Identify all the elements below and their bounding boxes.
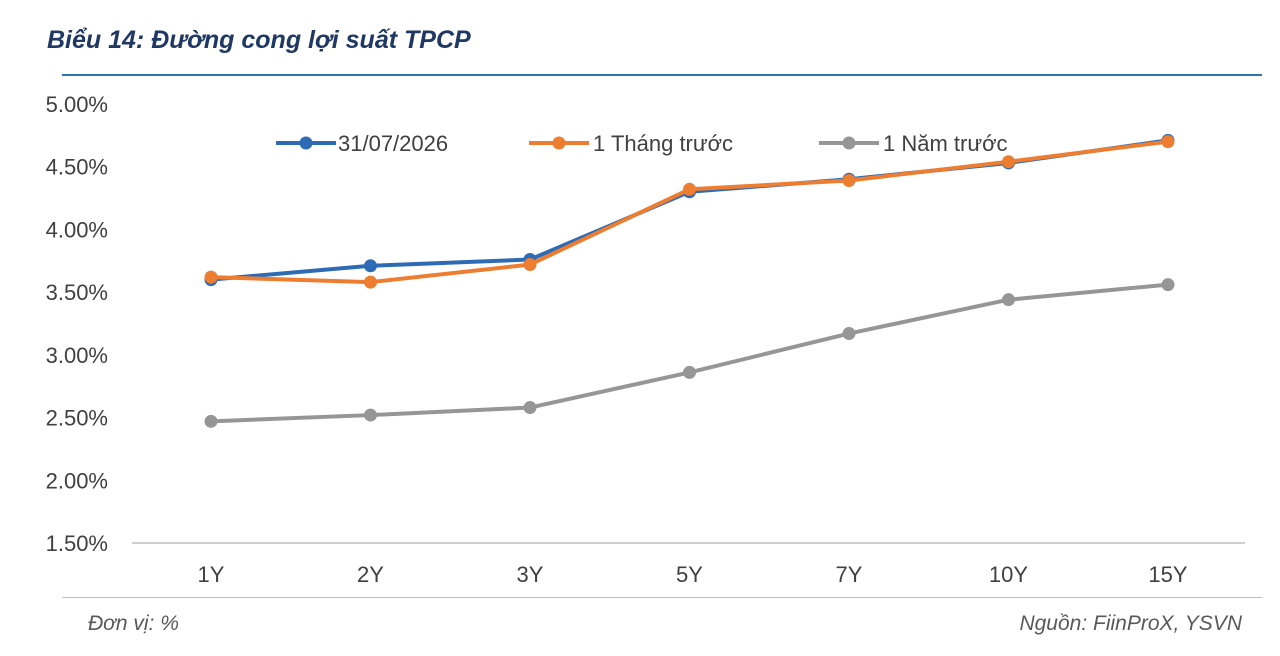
data-point — [523, 258, 537, 272]
series-1 — [204, 135, 1175, 289]
data-point — [842, 327, 856, 341]
chart-title: Biểu 14: Đường cong lợi suất TPCP — [47, 26, 471, 54]
title-divider — [62, 74, 1262, 76]
series-2 — [204, 278, 1175, 428]
data-point — [683, 365, 696, 379]
data-point — [1002, 293, 1015, 307]
y-tick-label: 4.50% — [46, 155, 108, 180]
legend-label: 31/07/2026 — [338, 131, 448, 156]
x-tick-label: 10Y — [989, 562, 1028, 587]
source-note: Nguồn: FiinProX, YSVN — [1019, 612, 1242, 635]
series-line — [209, 282, 1170, 424]
x-axis: 1Y 2Y 3Y 5Y 7Y 10Y 15Y — [198, 562, 1188, 587]
x-tick-label: 1Y — [198, 562, 225, 587]
data-point — [204, 414, 218, 428]
data-point — [683, 182, 696, 196]
data-point — [842, 174, 856, 188]
data-point — [523, 401, 537, 415]
y-tick-label: 2.50% — [46, 406, 108, 431]
legend-label: 1 Năm trước — [883, 131, 1008, 156]
y-tick-label: 3.50% — [46, 280, 108, 305]
y-axis: 1.50% 2.00% 2.50% 3.00% 3.50% 4.00% 4.50% 5.00% — [46, 92, 108, 556]
series-layer — [204, 133, 1175, 428]
legend-swatch-marker — [842, 136, 856, 150]
data-point — [1161, 135, 1175, 149]
x-tick-label: 3Y — [517, 562, 544, 587]
legend: 31/07/2026 1 Tháng trước 1 Năm trước — [276, 131, 1008, 156]
x-tick-label: 2Y — [357, 562, 384, 587]
data-point — [204, 270, 218, 284]
unit-note: Đơn vị: % — [88, 612, 179, 635]
y-tick-label: 5.00% — [46, 92, 108, 117]
legend-item: 1 Năm trước — [819, 131, 1008, 156]
y-tick-label: 1.50% — [46, 531, 108, 556]
legend-item: 1 Tháng trước — [529, 131, 733, 156]
y-tick-label: 2.00% — [46, 468, 108, 493]
legend-swatch-marker — [552, 136, 566, 150]
legend-swatch-marker — [299, 136, 313, 150]
footer-divider — [62, 597, 1262, 598]
y-tick-label: 3.00% — [46, 343, 108, 368]
data-point — [1002, 155, 1015, 169]
data-point — [364, 275, 377, 289]
x-tick-label: 7Y — [836, 562, 863, 587]
y-tick-label: 4.00% — [46, 217, 108, 242]
legend-label: 1 Tháng trước — [593, 131, 733, 156]
data-point — [364, 408, 377, 422]
legend-item: 31/07/2026 — [276, 131, 448, 156]
data-point — [1161, 278, 1175, 292]
x-tick-label: 5Y — [676, 562, 703, 587]
series-0 — [204, 133, 1175, 287]
x-tick-label: 15Y — [1148, 562, 1187, 587]
data-point — [364, 259, 377, 273]
